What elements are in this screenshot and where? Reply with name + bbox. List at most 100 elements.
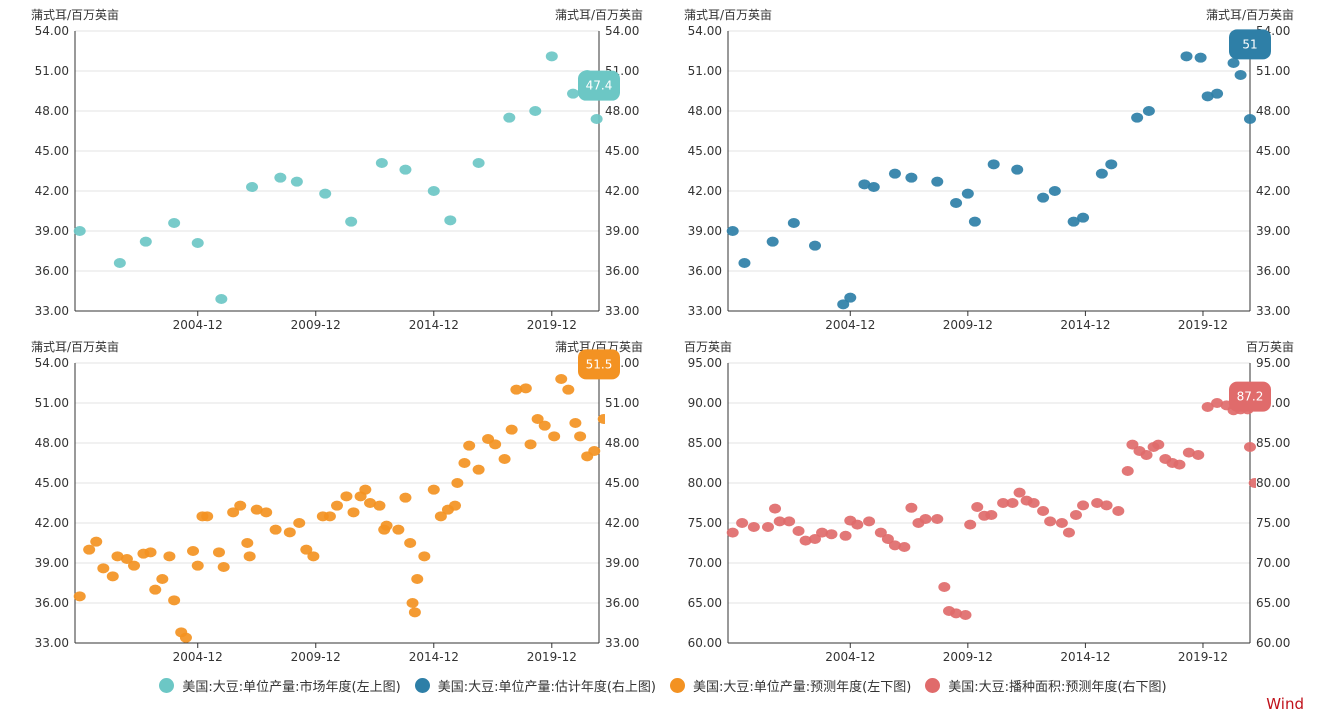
y-tick-label-left: 51.00 xyxy=(35,396,69,410)
data-point xyxy=(1037,192,1050,203)
data-point xyxy=(1077,212,1090,223)
data-point xyxy=(1248,478,1256,488)
data-point xyxy=(113,258,126,268)
last-value-bubble xyxy=(1229,29,1271,60)
data-point xyxy=(1201,402,1214,412)
data-point xyxy=(1211,88,1224,99)
data-point xyxy=(863,516,876,527)
y-tick-label-left: 90.00 xyxy=(688,396,722,410)
data-point xyxy=(1067,216,1080,227)
data-point xyxy=(971,502,984,512)
data-point xyxy=(427,186,440,196)
x-tick-label: 2009-12 xyxy=(943,650,993,664)
data-point xyxy=(1201,91,1214,102)
data-point xyxy=(364,498,377,508)
data-point xyxy=(569,418,582,428)
data-point xyxy=(283,527,296,538)
x-tick-label: 2014-12 xyxy=(409,318,459,332)
y-tick-label-left: 85.00 xyxy=(688,436,722,450)
data-point xyxy=(761,522,774,532)
data-point xyxy=(411,574,424,584)
y-tick-label-left: 36.00 xyxy=(35,264,69,278)
data-point xyxy=(738,258,751,268)
data-point xyxy=(345,216,358,227)
data-point xyxy=(156,574,169,584)
legend-item-1[interactable]: 美国:大豆:单位产量:市场年度(左上图) xyxy=(159,676,401,695)
data-point xyxy=(293,518,306,528)
legend-item-2[interactable]: 美国:大豆:单位产量:估计年度(右上图) xyxy=(414,676,656,695)
data-point xyxy=(191,560,204,571)
data-point xyxy=(187,546,200,556)
y-axis-unit-left: 蒲式耳/百万英亩 xyxy=(31,339,119,354)
legend: 美国:大豆:单位产量:市场年度(左上图) 美国:大豆:单位产量:估计年度(右上图… xyxy=(0,674,1326,696)
data-point xyxy=(241,538,254,548)
data-point xyxy=(524,439,537,450)
y-tick-label-left: 70.00 xyxy=(688,556,722,570)
data-point xyxy=(444,215,457,226)
y-tick-label-left: 54.00 xyxy=(688,24,722,38)
data-point xyxy=(531,414,544,424)
y-tick-label-right: 36.00 xyxy=(1256,264,1290,278)
y-tick-label-left: 48.00 xyxy=(35,104,69,118)
y-tick-label-right: 75.00 xyxy=(1256,516,1290,530)
data-point xyxy=(950,608,963,619)
data-point xyxy=(215,294,228,304)
data-point xyxy=(1095,168,1108,179)
data-point xyxy=(1244,442,1256,452)
data-point xyxy=(968,216,981,227)
data-point xyxy=(931,176,944,187)
y-tick-label-left: 39.00 xyxy=(688,224,722,238)
x-tick-label: 2004-12 xyxy=(825,650,875,664)
data-point xyxy=(809,534,821,544)
data-point xyxy=(97,563,110,574)
data-point xyxy=(319,188,332,199)
chart-panel-3: 33.00 33.00 36.00 36.00 39.00 39.00 42.00 42.00… xyxy=(31,339,643,664)
y-tick-label-right: 95.00 xyxy=(1256,356,1290,370)
data-point xyxy=(867,182,880,192)
data-point xyxy=(90,536,103,547)
data-point xyxy=(373,500,386,511)
data-point xyxy=(726,527,739,538)
last-value-bubble xyxy=(578,70,620,101)
legend-label: 美国:大豆:单位产量:市场年度(左上图) xyxy=(182,679,401,695)
data-point xyxy=(898,542,911,552)
brand-logo: Wind xyxy=(1266,695,1304,713)
x-tick-label: 2009-12 xyxy=(291,318,341,332)
y-tick-label-right: 36.00 xyxy=(605,596,639,610)
last-value-label: 51.5 xyxy=(586,357,613,371)
y-tick-label-right: 45.00 xyxy=(1256,144,1290,158)
data-point xyxy=(128,560,141,571)
legend-item-3[interactable]: 美国:大豆:单位产量:预测年度(左下图) xyxy=(670,676,911,695)
data-point xyxy=(1105,159,1118,170)
data-point xyxy=(168,218,181,228)
data-point xyxy=(783,516,796,527)
data-point xyxy=(451,478,464,488)
data-point xyxy=(931,514,944,524)
data-point xyxy=(888,540,901,551)
data-point xyxy=(1227,58,1240,68)
data-point xyxy=(1100,500,1113,511)
data-point xyxy=(234,500,247,511)
y-tick-label-right: 33.00 xyxy=(605,636,639,650)
data-point xyxy=(144,547,157,558)
data-point xyxy=(250,504,263,515)
x-tick-label: 2019-12 xyxy=(1178,650,1228,664)
data-point xyxy=(359,484,372,495)
data-point xyxy=(959,610,972,620)
data-point xyxy=(463,440,476,451)
legend-item-4[interactable]: 美国:大豆:播种面积:预测年度(右下图) xyxy=(925,676,1167,695)
series-points xyxy=(726,51,1256,310)
data-point xyxy=(260,507,273,518)
data-point xyxy=(427,484,440,495)
data-point xyxy=(331,500,343,511)
data-point xyxy=(766,236,779,247)
y-tick-label-left: 95.00 xyxy=(688,356,722,370)
data-point xyxy=(418,551,431,562)
data-point xyxy=(747,522,760,532)
y-tick-label-right: 60.00 xyxy=(1256,636,1290,650)
legend-label: 美国:大豆:单位产量:估计年度(右上图) xyxy=(437,679,656,695)
data-point xyxy=(548,431,561,442)
y-tick-label-right: 54.00 xyxy=(605,24,639,38)
series-points xyxy=(73,374,605,643)
data-point xyxy=(1077,500,1090,511)
